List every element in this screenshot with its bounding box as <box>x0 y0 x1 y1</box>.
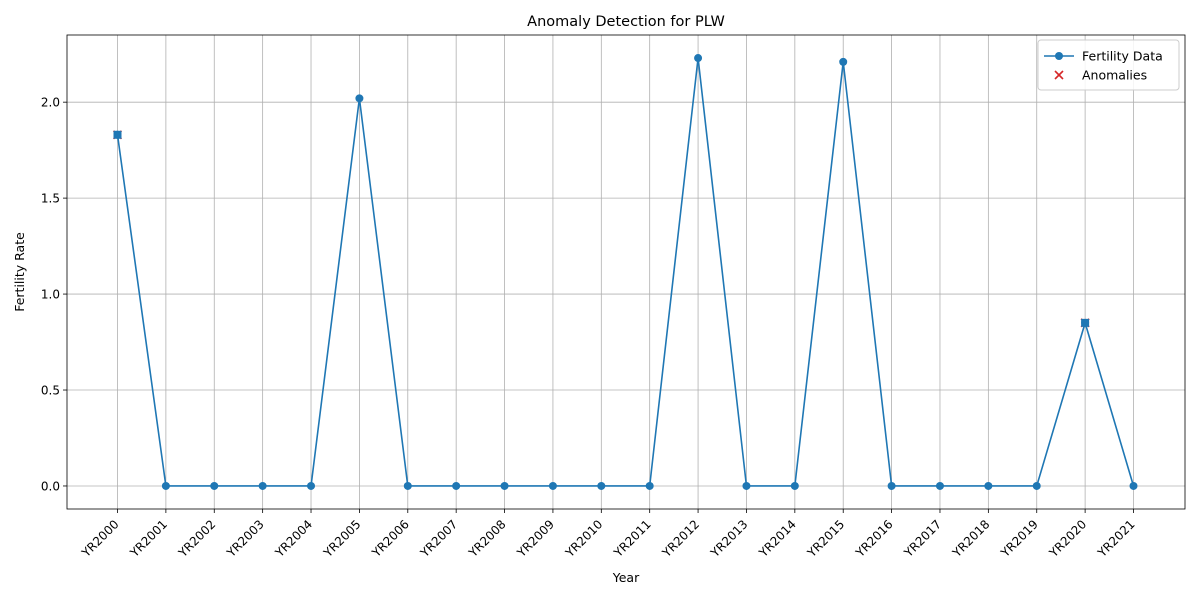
data-point <box>452 481 461 490</box>
data-point <box>355 94 364 103</box>
anomaly-overlay-point <box>1081 318 1090 327</box>
legend-x-marker <box>1054 70 1064 80</box>
y-tick-label: 1.0 <box>41 288 60 302</box>
data-point <box>307 481 316 490</box>
y-tick-label: 1.5 <box>41 192 60 206</box>
data-point <box>790 481 799 490</box>
legend-label-fertility-data: Fertility Data <box>1082 49 1163 64</box>
series-layer <box>113 54 1138 490</box>
data-point <box>742 481 751 490</box>
chart-title: Anomaly Detection for PLW <box>527 14 725 30</box>
y-tick-label: 0.5 <box>41 384 60 398</box>
y-axis-label: Fertility Rate <box>12 232 27 312</box>
data-point <box>548 481 557 490</box>
data-point <box>645 481 654 490</box>
x-gridlines <box>117 35 1134 509</box>
anomaly-overlay-point <box>113 130 122 139</box>
legend-box <box>1037 39 1180 91</box>
legend: Fertility Data Anomalies <box>1037 39 1180 91</box>
y-axis-ticks: 0.0 0.5 1.0 1.5 2.0 <box>41 96 67 493</box>
data-point <box>1032 481 1041 490</box>
data-point <box>500 481 509 490</box>
data-point <box>1129 481 1138 490</box>
legend-label-anomalies: Anomalies <box>1082 68 1147 83</box>
data-point <box>403 481 412 490</box>
data-point <box>935 481 944 490</box>
anomaly-layer <box>112 130 1090 328</box>
data-point <box>258 481 267 490</box>
data-point <box>597 481 606 490</box>
data-point <box>887 481 896 490</box>
series-line <box>116 57 1135 487</box>
x-axis-label: Year <box>612 570 640 585</box>
plot-area-frame <box>66 34 1186 510</box>
legend-circle-marker <box>1055 52 1063 60</box>
y-tick-label: 0.0 <box>41 479 60 493</box>
data-point <box>984 481 993 490</box>
data-point <box>694 54 703 63</box>
data-point <box>839 57 848 66</box>
y-tick-label: 2.0 <box>41 96 60 110</box>
data-point <box>210 481 219 490</box>
data-point <box>161 481 170 490</box>
